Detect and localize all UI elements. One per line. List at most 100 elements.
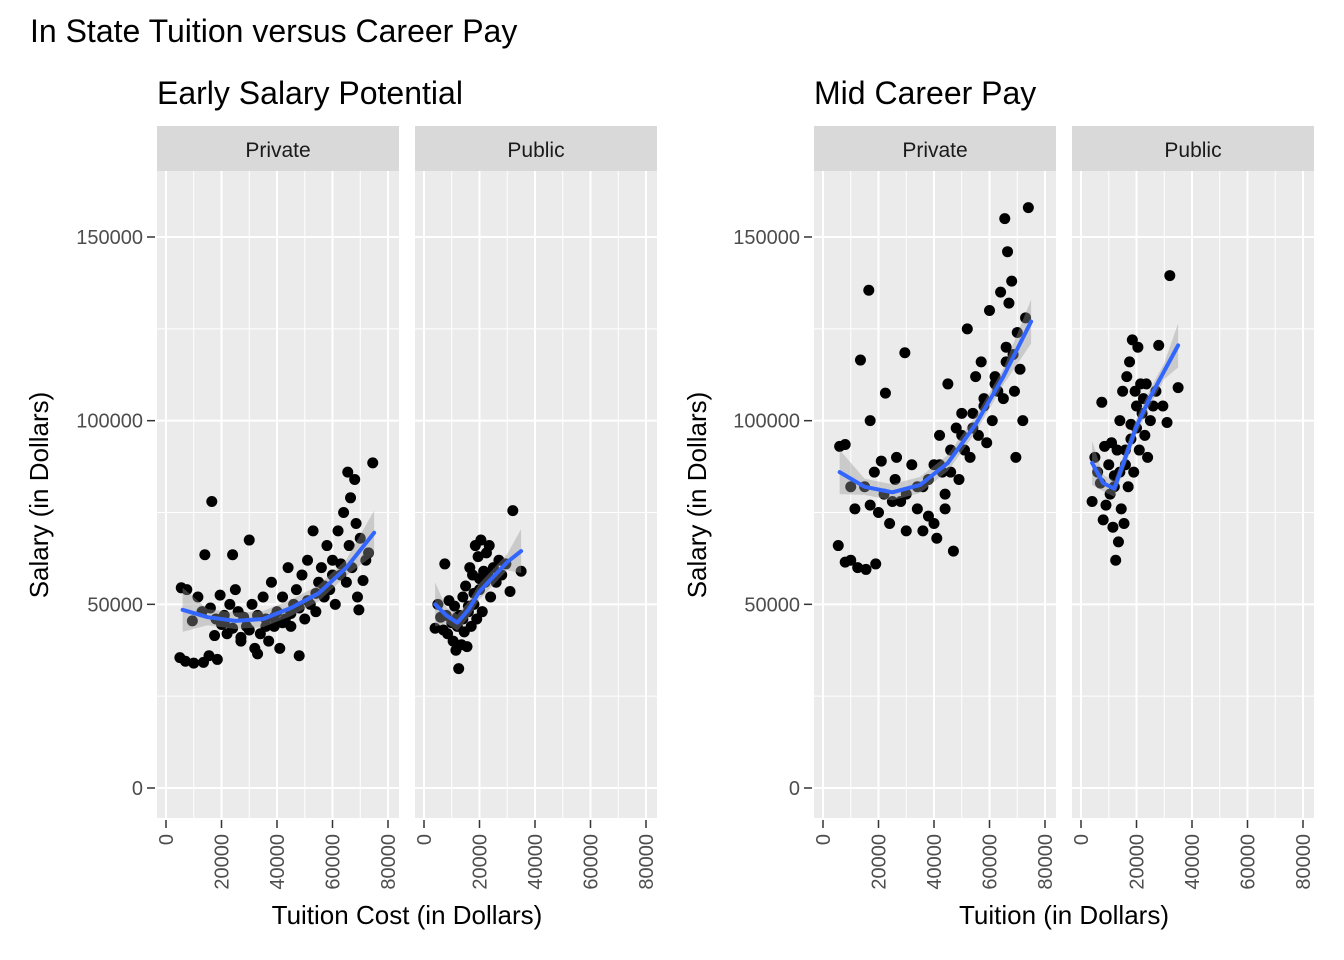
data-point xyxy=(343,540,355,552)
data-point xyxy=(1096,396,1108,408)
facet-strip-label: Private xyxy=(902,139,967,162)
data-point xyxy=(1124,356,1136,368)
data-point xyxy=(1011,327,1023,339)
data-point xyxy=(900,525,912,537)
x-tick-label: 40000 xyxy=(525,834,547,890)
mid-career-plot: Mid Career Pay 0 50000 100000 150000 Salary (… xyxy=(682,75,1315,930)
data-point xyxy=(854,354,866,366)
data-point xyxy=(845,481,857,493)
data-point xyxy=(1114,415,1126,427)
data-point xyxy=(906,459,918,471)
data-point xyxy=(338,507,350,518)
data-point xyxy=(986,415,998,427)
x-tick-label: 0 xyxy=(813,834,835,845)
data-point xyxy=(964,451,976,463)
data-point xyxy=(302,554,314,566)
x-tick-label: 20000 xyxy=(1127,834,1149,890)
data-point xyxy=(1140,378,1152,390)
smooth-confidence-band xyxy=(435,529,522,631)
data-point xyxy=(246,598,258,610)
data-point xyxy=(917,525,929,537)
data-point xyxy=(961,323,973,335)
data-point xyxy=(928,518,940,530)
x-tick-label: 60000 xyxy=(980,834,1002,890)
data-point xyxy=(1117,385,1129,397)
data-point xyxy=(981,437,993,449)
facet-private: Private 0 20000 40000 60000 80000 xyxy=(813,126,1057,890)
data-point xyxy=(864,415,876,427)
x-tick-label: 0 xyxy=(1071,834,1093,845)
data-point xyxy=(211,653,223,665)
data-point xyxy=(1103,459,1115,471)
y-tick-label: 100000 xyxy=(76,411,143,433)
data-point xyxy=(1089,451,1101,463)
data-point xyxy=(472,551,484,563)
x-tick-label: 0 xyxy=(414,834,436,845)
data-point xyxy=(243,534,255,546)
data-point xyxy=(860,563,872,575)
data-point xyxy=(321,540,333,552)
data-point xyxy=(956,407,968,419)
data-point xyxy=(457,591,469,603)
data-point xyxy=(507,505,519,517)
smooth-confidence-band xyxy=(182,510,375,632)
data-point xyxy=(299,613,311,625)
x-tick-label: 80000 xyxy=(378,834,400,890)
facet-private: Private 0 20000 40000 60000 80000 xyxy=(156,126,400,890)
data-point xyxy=(1107,521,1119,533)
x-tick-label: 80000 xyxy=(1293,834,1315,890)
x-tick-label: 40000 xyxy=(924,834,946,890)
data-point xyxy=(1000,341,1012,353)
data-point xyxy=(931,532,943,544)
data-point xyxy=(504,585,516,597)
data-point xyxy=(1131,400,1142,412)
x-tick-label: 60000 xyxy=(323,834,345,890)
data-point xyxy=(886,495,898,507)
data-point xyxy=(1164,270,1176,282)
data-point xyxy=(1010,451,1022,463)
x-tick-label: 80000 xyxy=(636,834,658,890)
data-point xyxy=(875,455,887,467)
data-point xyxy=(227,549,239,561)
facet-strip-label: Private xyxy=(245,139,310,162)
data-point xyxy=(367,457,379,469)
data-point xyxy=(277,617,289,629)
data-point xyxy=(232,606,244,618)
x-tick-label: 20000 xyxy=(869,834,891,890)
data-point xyxy=(967,407,979,419)
data-point xyxy=(350,518,362,530)
data-point xyxy=(1121,371,1133,383)
data-point xyxy=(1022,202,1034,214)
data-point xyxy=(1008,385,1020,397)
y-tick-label: 50000 xyxy=(87,594,143,616)
y-tick-label: 150000 xyxy=(733,227,800,249)
data-point xyxy=(274,642,286,654)
data-point xyxy=(461,641,473,653)
data-point xyxy=(188,657,200,669)
data-point xyxy=(1112,536,1124,548)
data-point xyxy=(243,624,255,636)
data-point xyxy=(204,602,216,614)
data-point xyxy=(1128,466,1140,478)
data-point xyxy=(235,631,247,643)
smooth-confidence-band xyxy=(839,299,1032,501)
data-point xyxy=(1111,444,1123,456)
smooth-line xyxy=(837,319,1034,495)
data-point xyxy=(351,591,363,603)
data-point xyxy=(296,569,308,581)
facet-strip xyxy=(157,126,399,171)
data-point xyxy=(327,554,338,566)
smooth-line xyxy=(1090,343,1181,491)
data-point xyxy=(1110,554,1122,566)
data-point xyxy=(229,584,241,596)
data-point xyxy=(879,387,891,399)
data-point xyxy=(265,576,277,588)
y-tick-label: 0 xyxy=(789,778,800,800)
x-tick-label: 20000 xyxy=(212,834,234,890)
data-point xyxy=(345,492,357,504)
data-point xyxy=(307,525,319,537)
data-point xyxy=(1157,400,1169,412)
data-point xyxy=(975,356,987,368)
data-point xyxy=(293,650,305,662)
data-point xyxy=(873,507,884,518)
